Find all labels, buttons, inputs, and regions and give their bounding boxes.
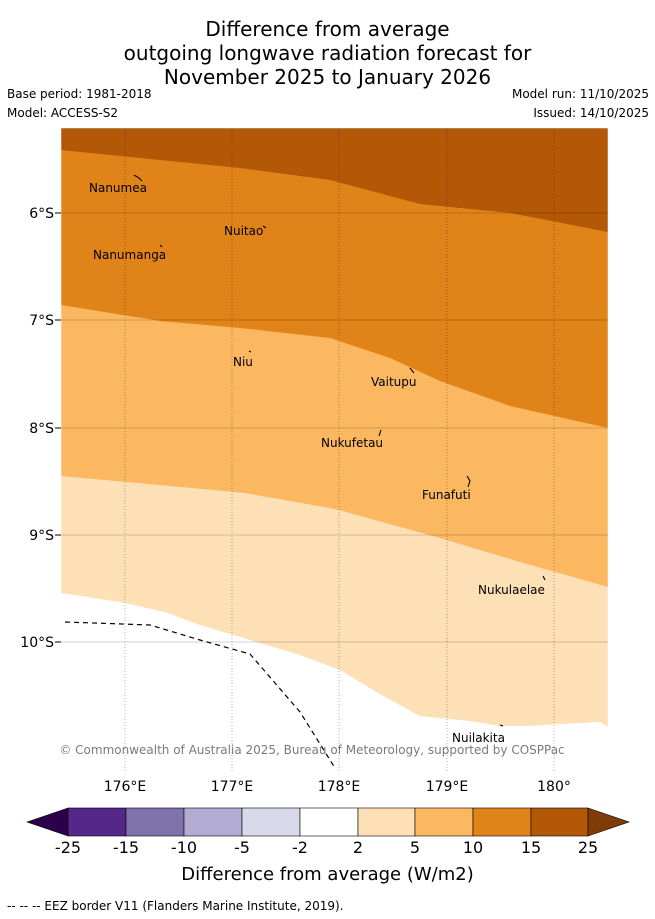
lat-label-6s: 6°S [29,206,54,222]
colorbar-seg-5-10 [414,807,474,837]
place-label-nanumanga: Nanumanga [93,248,166,262]
place-label-funafuti: Funafuti [422,488,471,502]
colorbar-seg-10-15 [472,807,532,837]
model-run: Model run: 11/10/2025 [511,87,649,101]
nanumanga-island [159,244,163,248]
island-outlines [133,174,546,727]
title-line-2: outgoing longwave radiation forecast for [123,41,532,65]
latitude-gridlines [61,212,608,643]
colorbar-seg-neg5-neg2 [241,807,301,837]
eez-border [64,621,336,769]
lon-label-177e: 177°E [211,779,254,795]
place-label-nuitao: Nuitao [224,224,263,238]
longitude-gridlines [124,128,555,772]
longitude-axis: 176°E 177°E 178°E 179°E 180° [104,779,571,795]
colorbar-seg-neg2-2 [299,807,359,837]
lon-label-176e: 176°E [104,779,147,795]
band-15-25 [61,128,608,232]
vaitupu-island [409,367,415,374]
map-area: Nanumea Nuitao Nanumanga Niu Vaitupu Nuk… [59,128,608,772]
colorbar-tick-neg10: -10 [170,838,198,857]
colorbar-seg-neg15-neg10 [125,807,185,837]
colorbar-tick-2: 2 [352,838,364,857]
colorbar-title: Difference from average (W/m2) [181,864,474,885]
colorbar-tick-15: 15 [520,838,542,857]
title-line-1: Difference from average [205,17,450,41]
colorbar-tick-neg15: -15 [112,838,140,857]
funafuti-island [466,475,471,488]
colorbar-seg-2-5 [357,807,416,837]
eez-legend: -- -- -- EEZ border V11 (Flanders Marine… [7,899,344,913]
colorbar-tick-neg2: -2 [292,838,308,857]
place-label-nuilakita: Nuilakita [452,731,505,745]
place-label-nukulaelae: Nukulaelae [478,583,545,597]
latitude-axis: 6°S 7°S 8°S 9°S 10°S [20,206,61,651]
colorbar-under-arrow [26,807,69,837]
niu-island [248,350,252,353]
place-label-niu: Niu [233,355,253,369]
lat-label-9s: 9°S [29,528,54,544]
nukulaelae-island [542,575,546,581]
map-frame [60,127,609,773]
nanumea-island [133,174,143,182]
copyright-notice: © Commonwealth of Australia 2025, Bureau… [59,743,564,757]
colorbar-tick-10: 10 [462,838,484,857]
lat-label-10s: 10°S [20,635,54,651]
lon-label-179e: 179°E [426,779,469,795]
base-period: Base period: 1981-2018 [7,87,152,101]
place-label-nanumea: Nanumea [89,181,147,195]
colorbar-tick-5: 5 [409,838,421,857]
nuilakita-island [499,724,504,727]
place-label-vaitupu: Vaitupu [371,375,417,389]
colorbar-seg-neg25-neg15 [67,807,127,837]
lat-label-7s: 7°S [29,313,54,329]
nuitao-island [262,225,267,229]
colorbar-tick-25: 25 [577,838,599,857]
model-name: Model: ACCESS-S2 [7,106,119,120]
colorbar-seg-15-25 [530,807,589,837]
colorbar-tick-neg25: -25 [54,838,82,857]
colorbar-tick-neg5: -5 [234,838,250,857]
lon-label-178e: 178°E [318,779,361,795]
issued-date: Issued: 14/10/2025 [533,106,649,120]
colorbar [26,807,630,837]
lon-label-180: 180° [537,779,571,795]
colorbar-over-arrow [587,807,630,837]
colorbar-seg-neg10-neg5 [183,807,243,837]
lat-label-8s: 8°S [29,421,54,437]
title-line-3: November 2025 to January 2026 [163,65,492,89]
nukufetau-island [378,429,382,437]
place-label-nukufetau: Nukufetau [321,436,383,450]
place-labels: Nanumea Nuitao Nanumanga Niu Vaitupu Nuk… [89,181,545,745]
